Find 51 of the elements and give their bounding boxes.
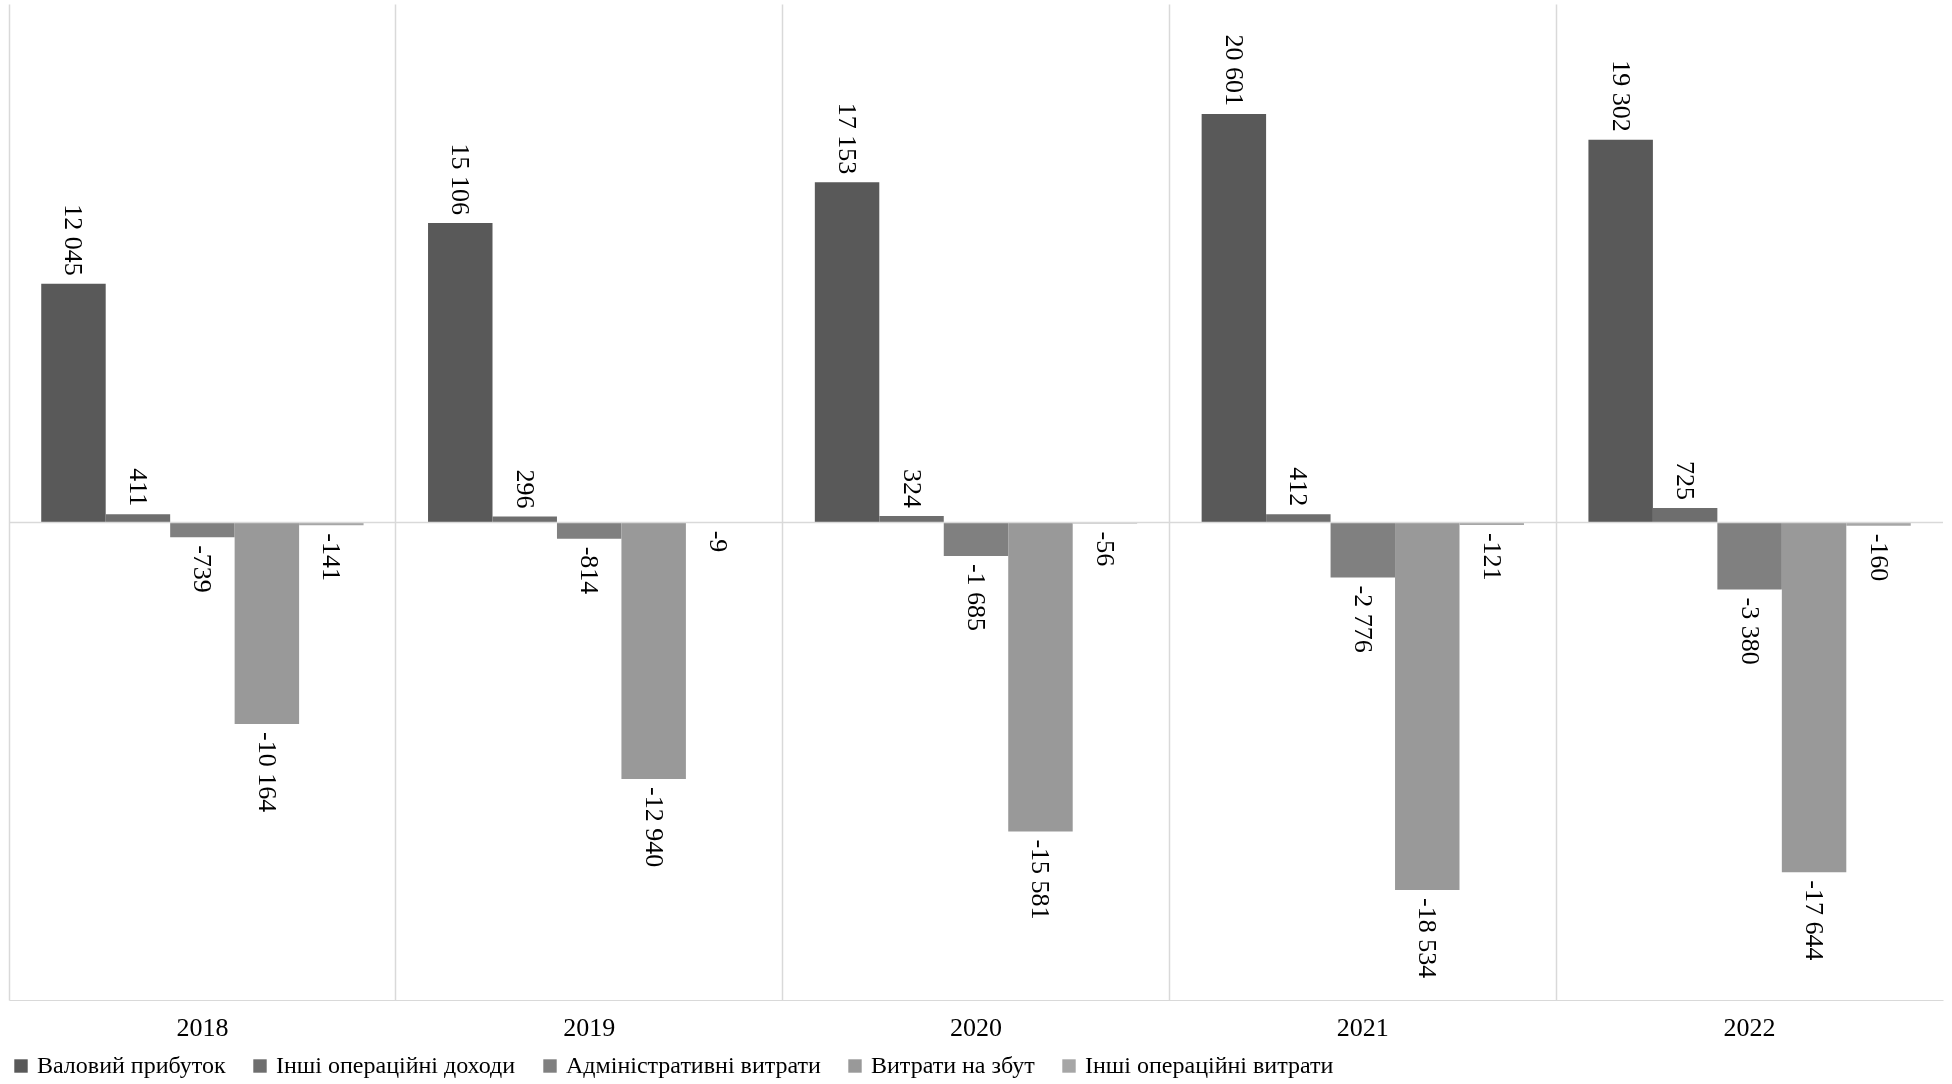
data-label: 412: [1284, 467, 1314, 507]
data-label: 725: [1671, 461, 1701, 501]
data-label: -17 644: [1800, 880, 1830, 961]
bar: [41, 283, 106, 523]
legend-label: Адміністративні витрати: [566, 1052, 822, 1078]
data-label: -739: [188, 545, 218, 593]
x-tick-label: 2021: [1336, 1012, 1389, 1042]
legend-label: Інші операційні доходи: [276, 1052, 516, 1078]
bar: [170, 522, 235, 538]
bar: [234, 522, 300, 725]
data-label: -160: [1864, 533, 1894, 582]
data-label: -1 685: [962, 563, 991, 632]
x-tick-label: 2022: [1723, 1012, 1776, 1042]
data-label: -56: [1090, 531, 1120, 567]
data-label: 411: [123, 468, 153, 507]
data-label: -2 776: [1348, 585, 1378, 653]
x-tick-label: 2019: [563, 1012, 616, 1042]
data-label: 19 302: [1606, 60, 1636, 132]
data-label: 12 045: [59, 204, 89, 276]
bar: [1652, 508, 1718, 523]
data-label: 324: [897, 469, 927, 509]
bar: [1588, 139, 1653, 523]
data-label: -18 534: [1413, 898, 1443, 979]
data-label: -15 581: [1026, 839, 1056, 920]
data-label: -10 164: [252, 732, 282, 813]
bar: [428, 222, 493, 523]
x-tick-label: 2020: [950, 1012, 1002, 1042]
bar: [1781, 522, 1847, 873]
bar: [1717, 522, 1782, 590]
legend-label: Інші операційні витрати: [1085, 1052, 1334, 1078]
data-label: -141: [317, 533, 347, 581]
data-label: -121: [1477, 532, 1507, 581]
bar: [1008, 522, 1073, 832]
bar: [556, 522, 622, 539]
legend-label: Валовий прибуток: [37, 1052, 227, 1078]
data-label: -814: [575, 546, 605, 595]
bar: [1395, 522, 1460, 890]
data-label: 20 601: [1219, 34, 1249, 106]
data-label: -9: [704, 530, 734, 553]
bar: [621, 522, 686, 780]
bar: [943, 522, 1009, 556]
data-label: -3 380: [1735, 597, 1765, 665]
bar: [1201, 114, 1267, 523]
data-label: 15 106: [446, 143, 476, 215]
bar: [814, 182, 880, 523]
legend-label: Витрати на збут: [871, 1052, 1036, 1078]
data-label: 296: [510, 469, 540, 509]
x-tick-label: 2018: [176, 1012, 229, 1042]
bar: [1330, 522, 1396, 578]
data-label: -12 940: [639, 787, 669, 868]
data-label: 17 153: [833, 102, 863, 175]
